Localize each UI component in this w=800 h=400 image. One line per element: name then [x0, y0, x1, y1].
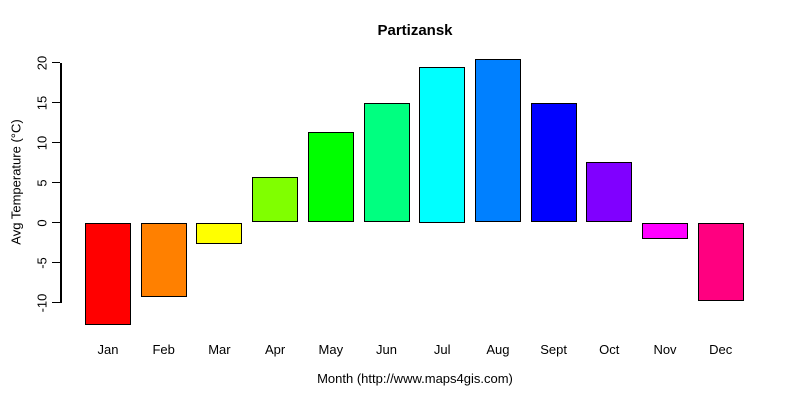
bar-apr — [252, 176, 299, 223]
bar-may — [307, 132, 354, 223]
y-tick-label: 10 — [34, 135, 50, 150]
bar-mar — [196, 222, 243, 245]
y-axis-line — [60, 62, 62, 303]
bar-nov — [642, 222, 688, 239]
x-tick-label-apr: Apr — [264, 342, 286, 357]
y-tick-label: 0 — [34, 218, 50, 227]
y-axis-label: Avg Temperature (°C) — [8, 119, 24, 245]
y-tick-15 — [52, 101, 60, 104]
x-tick-label-aug: Aug — [486, 342, 510, 357]
bar-feb — [140, 222, 187, 297]
y-tick--5 — [52, 261, 60, 264]
chart-title: Partizansk — [377, 22, 453, 39]
bar-dec — [697, 222, 744, 301]
y-tick-5 — [52, 181, 60, 184]
y-tick-20 — [52, 61, 60, 64]
x-tick-label-mar: Mar — [208, 342, 231, 357]
x-axis-label: Month (http://www.maps4gis.com) — [317, 371, 513, 386]
y-tick--10 — [52, 301, 60, 304]
x-tick-label-oct: Oct — [599, 342, 620, 357]
bar-sept — [530, 103, 577, 223]
x-tick-label-may: May — [318, 342, 344, 357]
bar-jun — [363, 103, 410, 223]
bar-jul — [419, 66, 466, 223]
x-tick-label-jun: Jun — [376, 342, 397, 357]
y-tick-label: 5 — [34, 178, 50, 187]
x-tick-label-nov: Nov — [653, 342, 677, 357]
y-tick-label: 20 — [34, 55, 50, 70]
y-tick-label: -5 — [34, 256, 50, 269]
y-tick-label: 15 — [34, 95, 50, 110]
bar-oct — [586, 161, 633, 223]
bar-jan — [85, 222, 131, 325]
y-tick-label: -10 — [34, 293, 50, 312]
x-tick-label-sept: Sept — [540, 342, 567, 357]
y-tick-0 — [52, 221, 60, 224]
x-tick-label-jan: Jan — [97, 342, 119, 357]
x-tick-label-feb: Feb — [152, 342, 175, 357]
bar-aug — [474, 59, 521, 223]
y-tick-10 — [52, 141, 60, 144]
x-tick-label-jul: Jul — [433, 342, 451, 357]
x-tick-label-dec: Dec — [709, 342, 733, 357]
